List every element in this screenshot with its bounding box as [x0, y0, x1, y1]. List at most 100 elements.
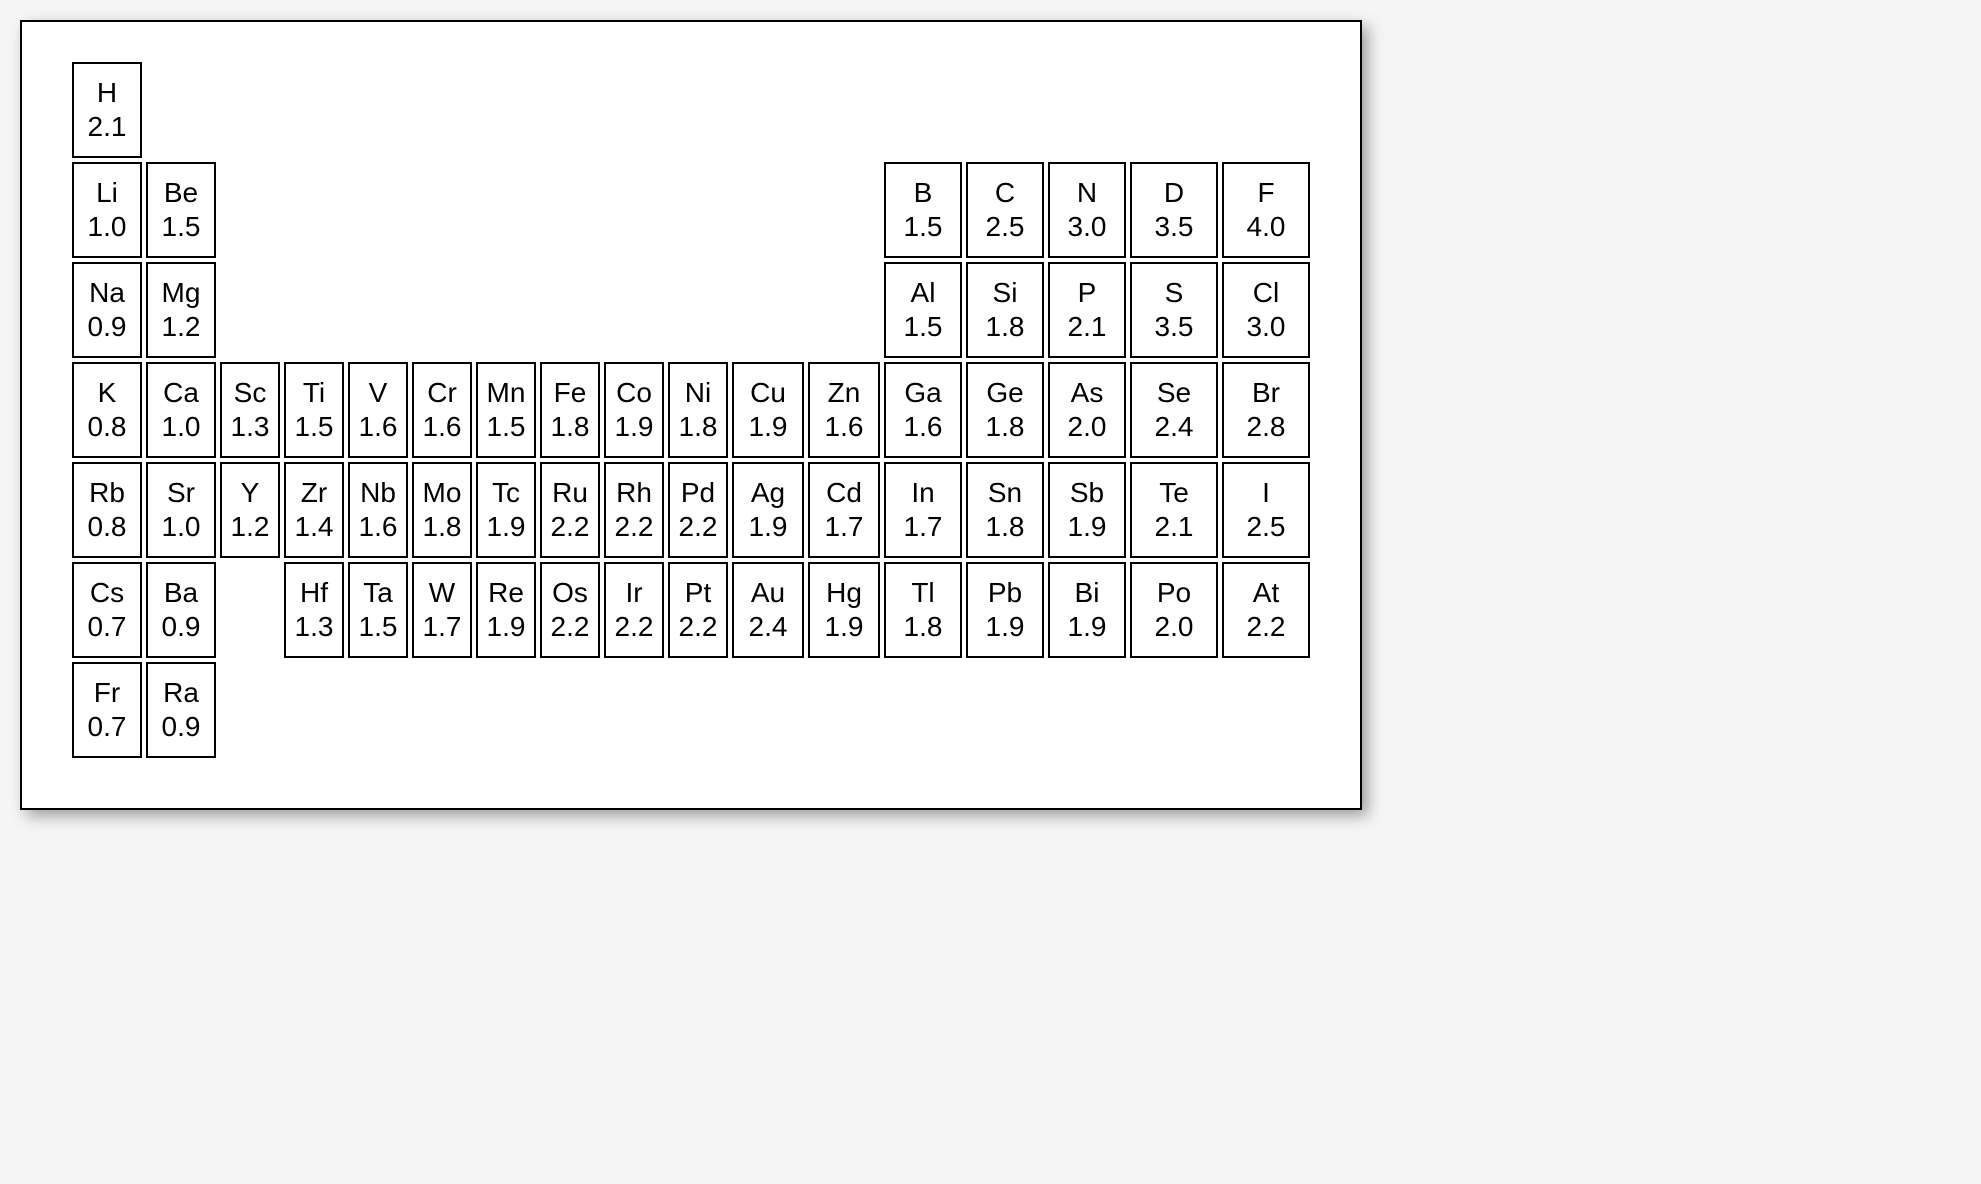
empty-cell: [540, 262, 600, 358]
element-cell-ir: Ir2.2: [604, 562, 664, 658]
empty-cell: [220, 262, 280, 358]
element-cell-c: C2.5: [966, 162, 1044, 258]
element-symbol: Tc: [492, 476, 520, 510]
element-cell-cu: Cu1.9: [732, 362, 804, 458]
element-value: 1.9: [749, 410, 788, 444]
element-cell-zr: Zr1.4: [284, 462, 344, 558]
element-symbol: Au: [751, 576, 785, 610]
element-value: 2.4: [1155, 410, 1194, 444]
empty-cell: [808, 662, 880, 758]
empty-cell: [1048, 662, 1126, 758]
element-value: 1.5: [295, 410, 334, 444]
element-value: 1.8: [904, 610, 943, 644]
element-value: 1.7: [904, 510, 943, 544]
empty-cell: [668, 62, 728, 158]
element-value: 2.2: [615, 510, 654, 544]
element-cell-rb: Rb0.8: [72, 462, 142, 558]
empty-cell: [604, 262, 664, 358]
element-symbol: Bi: [1075, 576, 1100, 610]
element-cell-br: Br2.8: [1222, 362, 1310, 458]
element-symbol: Po: [1157, 576, 1191, 610]
element-cell-na: Na0.9: [72, 262, 142, 358]
element-value: 2.5: [986, 210, 1025, 244]
element-symbol: Ti: [303, 376, 325, 410]
element-symbol: Sc: [234, 376, 267, 410]
element-cell-re: Re1.9: [476, 562, 536, 658]
element-symbol: W: [429, 576, 455, 610]
empty-cell: [412, 162, 472, 258]
element-cell-hg: Hg1.9: [808, 562, 880, 658]
element-symbol: Si: [993, 276, 1018, 310]
element-symbol: P: [1078, 276, 1097, 310]
element-value: 0.9: [162, 710, 201, 744]
empty-cell: [348, 62, 408, 158]
element-symbol: S: [1165, 276, 1184, 310]
element-value: 0.9: [162, 610, 201, 644]
element-cell-po: Po2.0: [1130, 562, 1218, 658]
element-cell-cr: Cr1.6: [412, 362, 472, 458]
element-value: 1.6: [904, 410, 943, 444]
element-value: 1.8: [986, 310, 1025, 344]
empty-cell: [1130, 62, 1218, 158]
element-cell-mo: Mo1.8: [412, 462, 472, 558]
element-cell-h: H2.1: [72, 62, 142, 158]
element-cell-cl: Cl3.0: [1222, 262, 1310, 358]
element-symbol: Ru: [552, 476, 588, 510]
element-value: 2.1: [1155, 510, 1194, 544]
empty-cell: [284, 662, 344, 758]
element-symbol: Al: [911, 276, 936, 310]
empty-cell: [220, 662, 280, 758]
empty-cell: [1222, 62, 1310, 158]
element-cell-bi: Bi1.9: [1048, 562, 1126, 658]
element-value: 4.0: [1247, 210, 1286, 244]
empty-cell: [1048, 62, 1126, 158]
element-cell-i: I2.5: [1222, 462, 1310, 558]
element-value: 1.9: [487, 510, 526, 544]
element-value: 1.4: [295, 510, 334, 544]
element-cell-y: Y1.2: [220, 462, 280, 558]
element-cell-pb: Pb1.9: [966, 562, 1044, 658]
element-cell-w: W1.7: [412, 562, 472, 658]
element-symbol: Ni: [685, 376, 711, 410]
empty-cell: [732, 62, 804, 158]
element-cell-si: Si1.8: [966, 262, 1044, 358]
element-cell-k: K0.8: [72, 362, 142, 458]
element-cell-li: Li1.0: [72, 162, 142, 258]
element-cell-mg: Mg1.2: [146, 262, 216, 358]
empty-cell: [604, 62, 664, 158]
element-cell-sb: Sb1.9: [1048, 462, 1126, 558]
empty-cell: [348, 262, 408, 358]
element-value: 2.2: [615, 610, 654, 644]
element-cell-zn: Zn1.6: [808, 362, 880, 458]
element-symbol: Ba: [164, 576, 198, 610]
empty-cell: [966, 62, 1044, 158]
element-value: 2.1: [88, 110, 127, 144]
element-symbol: Cd: [826, 476, 862, 510]
empty-cell: [884, 662, 962, 758]
empty-cell: [540, 62, 600, 158]
element-cell-f: F4.0: [1222, 162, 1310, 258]
element-value: 3.0: [1068, 210, 1107, 244]
element-value: 1.2: [231, 510, 270, 544]
element-symbol: Ir: [625, 576, 642, 610]
element-cell-ga: Ga1.6: [884, 362, 962, 458]
element-value: 2.2: [679, 510, 718, 544]
element-value: 0.8: [88, 510, 127, 544]
element-symbol: Cr: [427, 376, 457, 410]
element-symbol: Fe: [554, 376, 587, 410]
element-symbol: Ra: [163, 676, 199, 710]
empty-cell: [732, 162, 804, 258]
empty-cell: [220, 62, 280, 158]
element-symbol: B: [914, 176, 933, 210]
element-symbol: Rb: [89, 476, 125, 510]
empty-cell: [604, 162, 664, 258]
element-symbol: Mn: [487, 376, 526, 410]
empty-cell: [476, 62, 536, 158]
element-cell-be: Be1.5: [146, 162, 216, 258]
element-value: 1.7: [423, 610, 462, 644]
element-cell-ru: Ru2.2: [540, 462, 600, 558]
element-value: 3.5: [1155, 210, 1194, 244]
element-symbol: Ta: [363, 576, 393, 610]
element-value: 2.0: [1155, 610, 1194, 644]
element-symbol: Se: [1157, 376, 1191, 410]
